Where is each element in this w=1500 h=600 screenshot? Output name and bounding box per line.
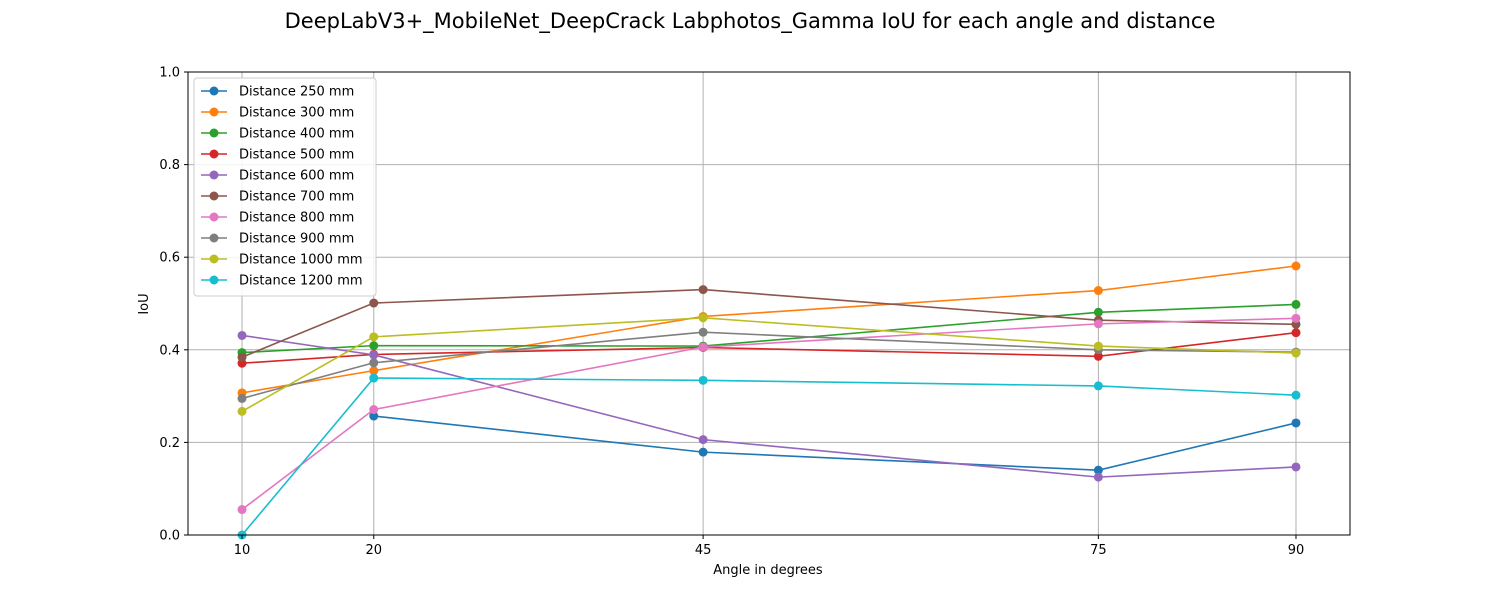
data-point xyxy=(698,313,708,323)
axis-ticks: 10 20 45 75 90 0.0 0.2 0.4 0.6 0.8 1.0 xyxy=(159,66,1304,559)
legend-entry: Distance 1200 mm xyxy=(201,274,363,289)
data-point xyxy=(1093,307,1103,317)
data-point xyxy=(1291,462,1301,472)
legend-entry: Distance 400 mm xyxy=(201,127,354,142)
data-point xyxy=(1093,351,1103,361)
data-point xyxy=(1291,328,1301,338)
legend-marker xyxy=(209,233,219,243)
data-point xyxy=(1291,390,1301,400)
y-tick-label: 0.8 xyxy=(159,158,180,173)
legend-marker xyxy=(209,149,219,159)
y-tick-label: 0.0 xyxy=(159,529,180,544)
legend-label: Distance 400 mm xyxy=(239,127,354,142)
series-9 xyxy=(237,313,1301,416)
legend-entry: Distance 600 mm xyxy=(201,169,354,184)
legend-label: Distance 250 mm xyxy=(239,85,354,100)
legend-marker xyxy=(209,86,219,96)
series-5 xyxy=(237,330,1301,482)
x-tick-label: 45 xyxy=(695,543,712,558)
series-2 xyxy=(237,261,1301,398)
legend-marker xyxy=(209,191,219,201)
legend-marker xyxy=(209,128,219,138)
legend-marker xyxy=(209,170,219,180)
y-tick-label: 0.6 xyxy=(159,251,180,266)
legend-marker xyxy=(209,254,219,264)
legend-label: Distance 600 mm xyxy=(239,169,354,184)
series-7 xyxy=(237,313,1301,515)
legend: Distance 250 mm Distance 300 mm Distance 4… xyxy=(193,77,377,297)
legend-marker xyxy=(209,107,219,117)
legend-entry: Distance 700 mm xyxy=(201,190,354,205)
data-point xyxy=(1093,465,1103,475)
data-point xyxy=(1291,418,1301,428)
legend-marker xyxy=(209,212,219,222)
data-point xyxy=(698,327,708,337)
x-tick-label: 90 xyxy=(1288,543,1305,558)
data-point xyxy=(1291,299,1301,309)
chart-title: DeepLabV3+_MobileNet_DeepCrack Labphotos… xyxy=(285,9,1216,34)
data-point xyxy=(369,373,379,383)
legend-entry: Distance 800 mm xyxy=(201,211,354,226)
data-point xyxy=(369,332,379,342)
legend-label: Distance 1000 mm xyxy=(239,253,363,268)
data-point xyxy=(1291,261,1301,271)
legend-entry: Distance 900 mm xyxy=(201,232,354,247)
series-line xyxy=(373,415,1297,471)
x-axis-label: Angle in degrees xyxy=(713,563,823,578)
data-point xyxy=(369,405,379,415)
y-axis-label: IoU xyxy=(137,293,152,314)
legend-entry: Distance 300 mm xyxy=(201,106,354,121)
data-point xyxy=(237,330,247,340)
data-point xyxy=(698,285,708,295)
data-point xyxy=(369,411,379,421)
data-point xyxy=(1093,472,1103,482)
series-line xyxy=(241,317,1297,413)
series-line xyxy=(241,377,1297,536)
legend-entry: Distance 500 mm xyxy=(201,148,354,163)
y-tick-label: 0.2 xyxy=(159,436,180,451)
data-point xyxy=(237,505,247,515)
data-point xyxy=(698,375,708,385)
data-point xyxy=(369,366,379,376)
legend-label: Distance 1200 mm xyxy=(239,274,363,289)
legend-marker xyxy=(209,275,219,285)
data-point xyxy=(1093,381,1103,391)
legend-label: Distance 300 mm xyxy=(239,106,354,121)
data-point xyxy=(369,350,379,360)
series-8 xyxy=(237,327,1301,403)
data-point xyxy=(369,341,379,351)
legend-box xyxy=(193,77,377,297)
x-tick-label: 10 xyxy=(234,543,251,558)
data-point xyxy=(237,393,247,403)
legend-entry: Distance 1000 mm xyxy=(201,253,363,268)
data-point xyxy=(698,447,708,457)
legend-label: Distance 700 mm xyxy=(239,190,354,205)
data-point xyxy=(1093,286,1103,296)
data-point xyxy=(237,406,247,416)
data-point xyxy=(237,352,247,362)
x-tick-label: 75 xyxy=(1090,543,1107,558)
y-tick-label: 1.0 xyxy=(159,66,180,81)
data-point xyxy=(1291,313,1301,323)
legend-label: Distance 800 mm xyxy=(239,211,354,226)
data-point xyxy=(1093,319,1103,329)
data-point xyxy=(1291,348,1301,358)
x-tick-label: 20 xyxy=(365,543,382,558)
plot-area-frame xyxy=(187,71,1351,536)
data-point xyxy=(369,298,379,308)
series-line xyxy=(241,265,1297,394)
data-point xyxy=(698,435,708,445)
series-10 xyxy=(237,373,1301,540)
legend-label: Distance 900 mm xyxy=(239,232,354,247)
data-point xyxy=(1093,341,1103,351)
series-lines xyxy=(237,261,1301,540)
data-point xyxy=(369,358,379,368)
series-1 xyxy=(369,411,1301,475)
legend-entry: Distance 250 mm xyxy=(201,85,354,100)
y-tick-label: 0.4 xyxy=(159,343,180,358)
data-point xyxy=(698,342,708,352)
legend-label: Distance 500 mm xyxy=(239,148,354,163)
